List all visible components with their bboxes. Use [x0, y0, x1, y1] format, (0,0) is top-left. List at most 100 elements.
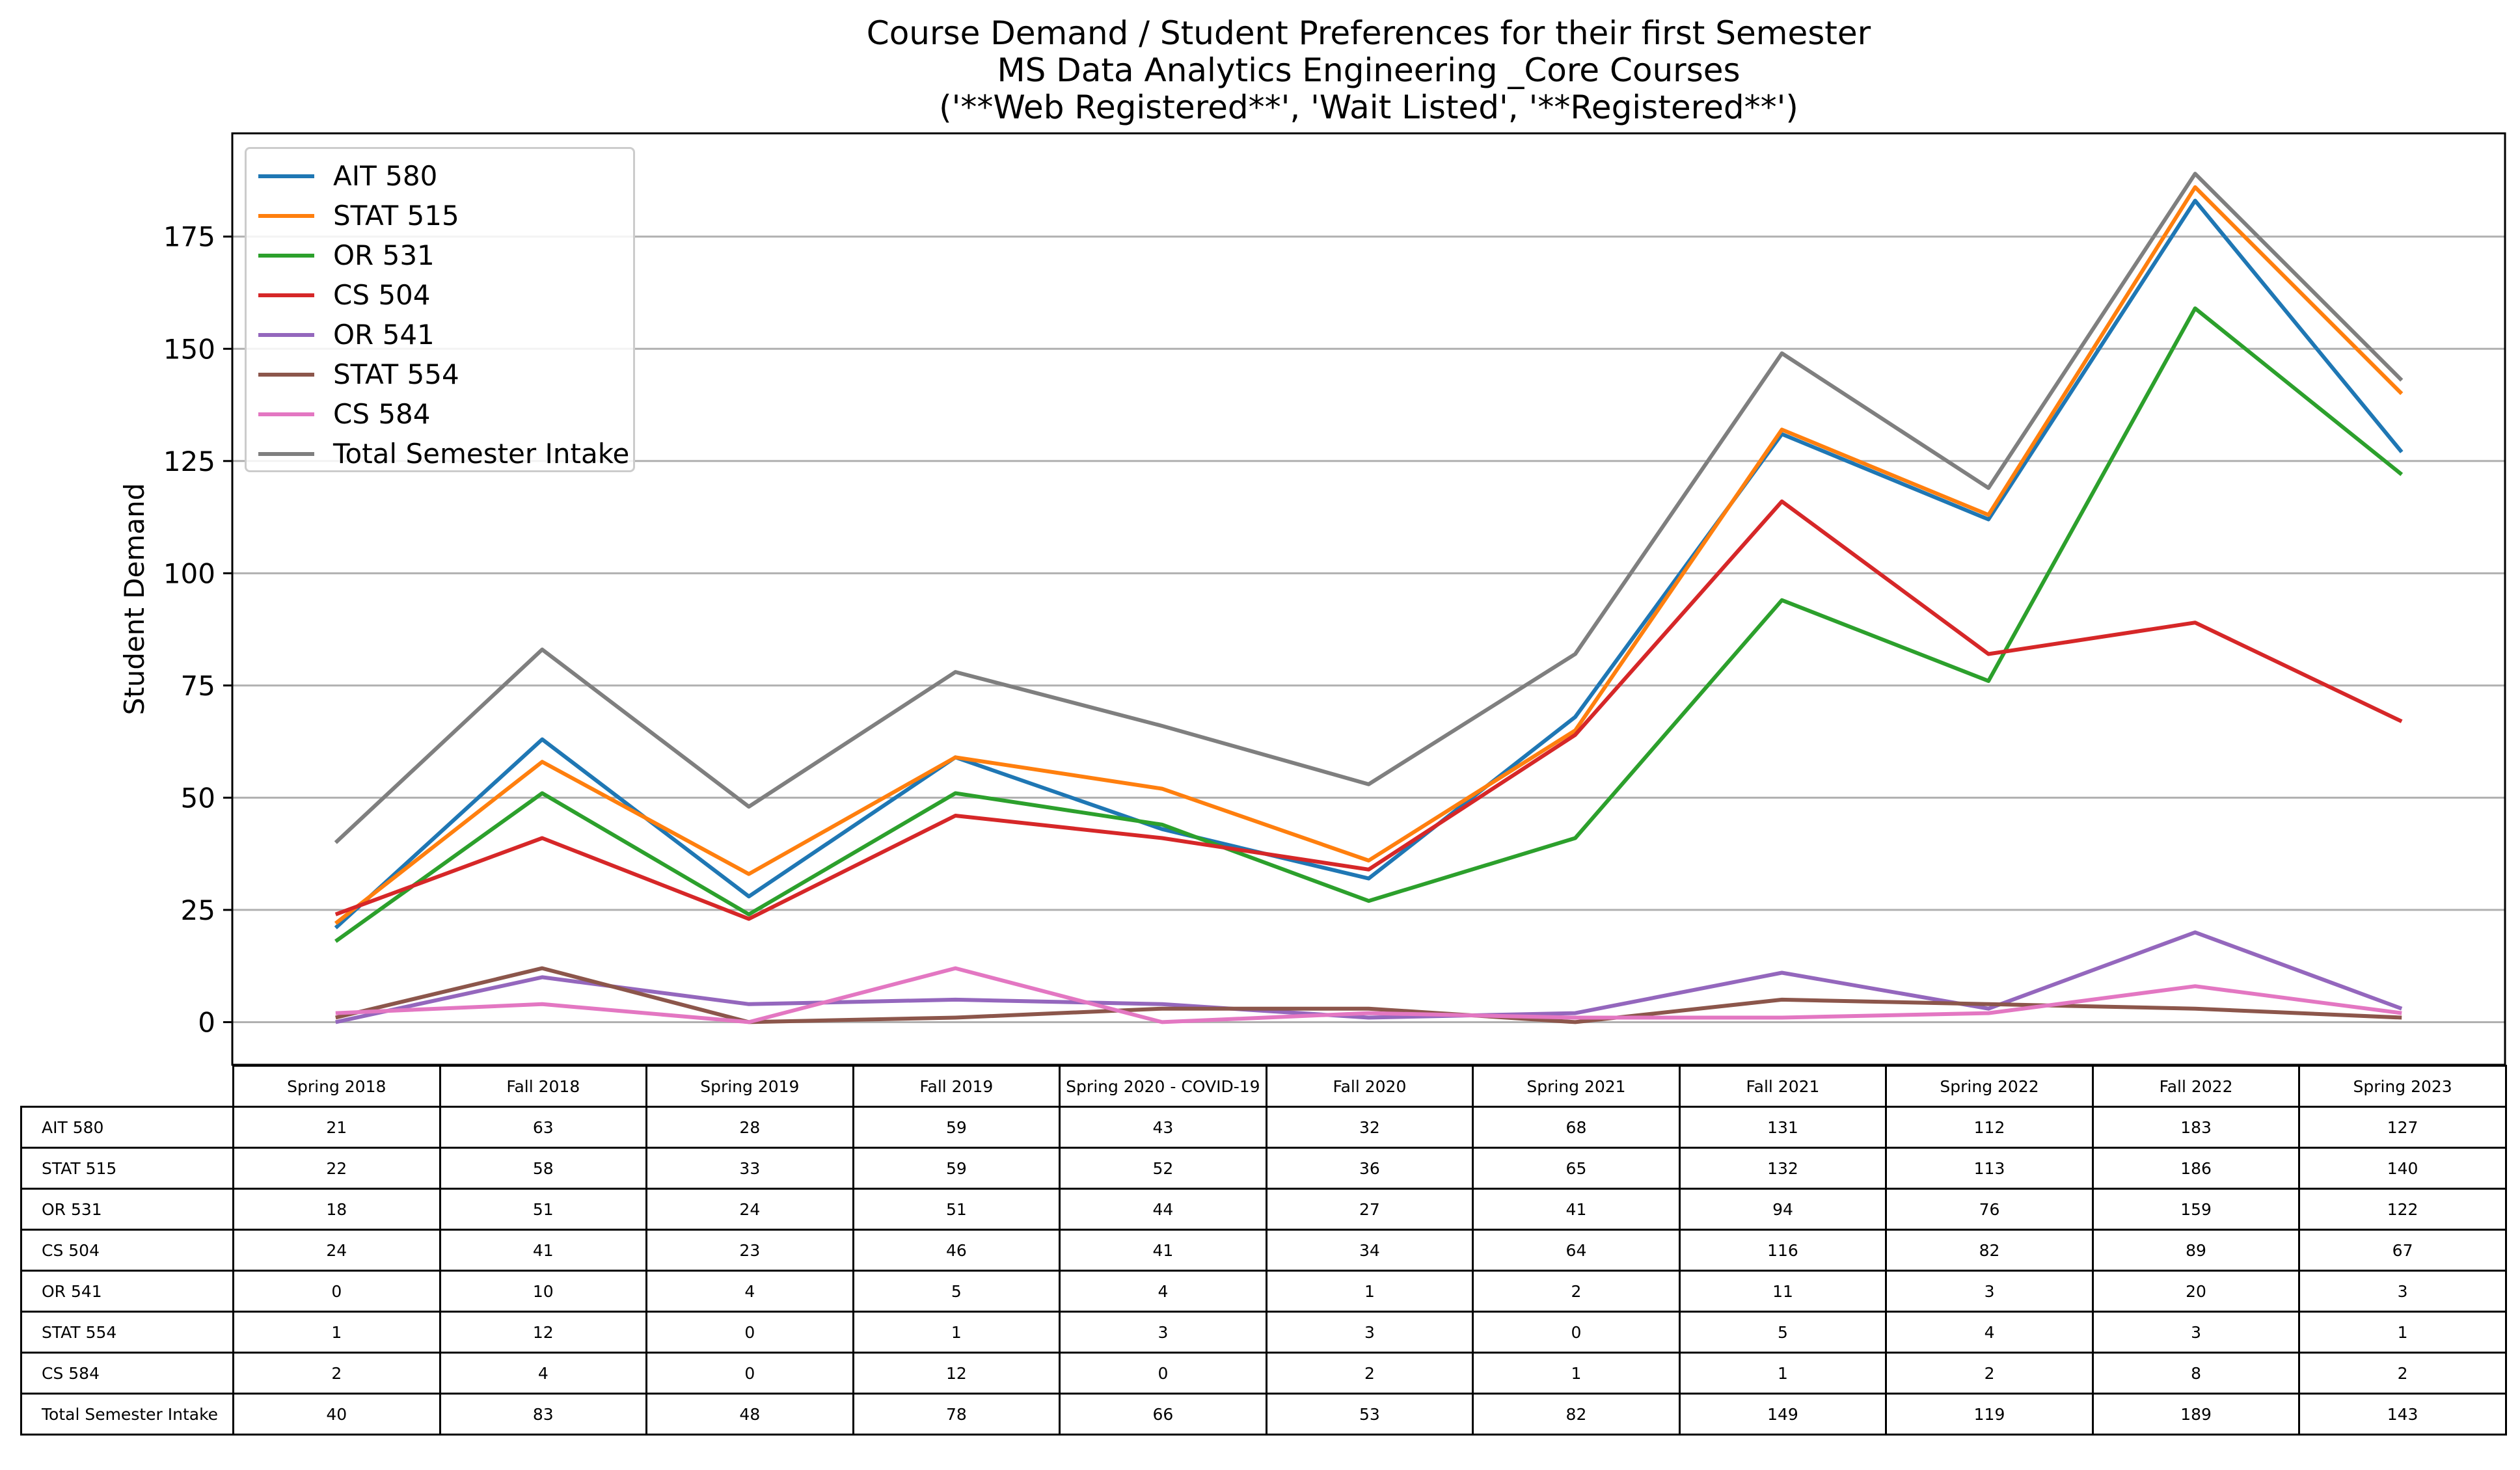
table-row: STAT 515 22 58 33 59 52 36 65 132 113 186 140 [20, 1147, 2507, 1190]
table-cell: 24 [232, 1229, 441, 1272]
y-tick-label: 100 [163, 557, 215, 589]
table-cell: 143 [2298, 1393, 2507, 1436]
table-cell: 23 [645, 1229, 854, 1272]
table-cell: 20 [2091, 1270, 2301, 1313]
series-line-cs-584 [335, 966, 2402, 1024]
legend-swatch [258, 174, 314, 178]
table-cell: 44 [1059, 1188, 1267, 1231]
y-tick-label: 175 [163, 221, 215, 253]
series-line-total-semester-intake [334, 172, 2404, 844]
table-column-header: Fall 2022 [2091, 1065, 2301, 1108]
table-row: CS 504 24 41 23 46 41 34 64 116 82 89 67 [20, 1229, 2507, 1272]
table-cell: 127 [2298, 1106, 2507, 1149]
series-line-or-531 [334, 306, 2404, 943]
y-tick-label: 75 [181, 670, 215, 702]
table-cell: 32 [1265, 1106, 1474, 1149]
table-cell: 58 [439, 1147, 648, 1190]
table-cell: 1 [1265, 1270, 1474, 1313]
table-cell: 3 [2298, 1270, 2507, 1313]
table-cell: 119 [1885, 1393, 2094, 1436]
chart-legend: AIT 580 STAT 515 OR 531 CS 504 OR 541 STAT 55… [245, 147, 635, 472]
table-cell: 41 [1059, 1229, 1267, 1272]
table-cell: 51 [439, 1188, 648, 1231]
table-cell: 27 [1265, 1188, 1474, 1231]
table-cell: 140 [2298, 1147, 2507, 1190]
table-cell: 76 [1885, 1188, 2094, 1231]
table-cell: 66 [1059, 1393, 1267, 1436]
table-cell: 10 [439, 1270, 648, 1313]
table-cell: 21 [232, 1106, 441, 1149]
plot-frame [231, 132, 2506, 1066]
series-line-stat-515 [334, 185, 2404, 925]
legend-swatch [258, 293, 314, 297]
legend-item: AIT 580 [247, 157, 637, 196]
series-line-or-541 [335, 930, 2403, 1024]
y-tick-label: 125 [163, 446, 215, 477]
table-cell: 68 [1472, 1106, 1681, 1149]
table-cell: 12 [852, 1352, 1061, 1395]
table-column-header: Fall 2020 [1265, 1065, 1474, 1108]
table-cell: 0 [645, 1352, 854, 1395]
table-cell: 8 [2091, 1352, 2301, 1395]
y-tick-label: 150 [163, 333, 215, 365]
table-row-label: AIT 580 [20, 1106, 234, 1149]
table-cell: 0 [1472, 1311, 1681, 1354]
table-cell: 63 [439, 1106, 648, 1149]
table-cell: 78 [852, 1393, 1061, 1436]
table-cell: 113 [1885, 1147, 2094, 1190]
legend-label: STAT 515 [333, 200, 459, 232]
table-cell: 112 [1885, 1106, 2094, 1149]
table-row-label: OR 541 [20, 1270, 234, 1313]
table-cell: 64 [1472, 1229, 1681, 1272]
table-cell: 116 [1678, 1229, 1888, 1272]
table-cell: 36 [1265, 1147, 1474, 1190]
legend-swatch [258, 333, 314, 337]
table-cell: 149 [1678, 1393, 1888, 1436]
legend-label: CS 584 [333, 398, 431, 430]
table-cell: 0 [645, 1311, 854, 1354]
table-row-label: CS 584 [20, 1352, 234, 1395]
table-cell: 2 [1265, 1352, 1474, 1395]
table-cell: 82 [1885, 1229, 2094, 1272]
table-column-header: Fall 2019 [852, 1065, 1061, 1108]
chart-title-line-1: Course Demand / Student Preferences for … [866, 14, 1871, 52]
y-tick-label: 0 [198, 1006, 215, 1038]
y-tick-label: 50 [181, 782, 215, 814]
table-cell: 3 [1265, 1311, 1474, 1354]
legend-swatch [258, 254, 314, 258]
table-row: STAT 554 1 12 0 1 3 3 0 5 4 3 1 [20, 1311, 2507, 1354]
table-row-label: STAT 554 [20, 1311, 234, 1354]
table-cell: 41 [439, 1229, 648, 1272]
table-cell: 3 [1059, 1311, 1267, 1354]
table-column-header: Spring 2021 [1472, 1065, 1681, 1108]
legend-item: CS 584 [247, 395, 637, 434]
legend-swatch [258, 452, 314, 456]
table-cell: 34 [1265, 1229, 1474, 1272]
legend-label: Total Semester Intake [333, 438, 630, 470]
y-axis-label: Student Demand [118, 483, 150, 715]
table-cell: 132 [1678, 1147, 1888, 1190]
table-cell: 12 [439, 1311, 648, 1354]
table-cell: 53 [1265, 1393, 1474, 1436]
table-cell: 89 [2091, 1229, 2301, 1272]
y-tick-label: 25 [181, 894, 215, 926]
legend-swatch [258, 412, 314, 416]
table-cell: 1 [2298, 1311, 2507, 1354]
legend-label: CS 504 [333, 279, 431, 311]
table-cell: 122 [2298, 1188, 2507, 1231]
table-row-label: Total Semester Intake [20, 1393, 234, 1436]
table-corner [21, 1066, 234, 1107]
table-cell: 22 [232, 1147, 441, 1190]
table-cell: 4 [1059, 1270, 1267, 1313]
legend-item: STAT 554 [247, 355, 637, 395]
table-header-row: Spring 2018 Fall 2018 Spring 2019 Fall 2019… [21, 1065, 2507, 1108]
table-row: AIT 580 21 63 28 59 43 32 68 131 112 183 127 [20, 1106, 2507, 1149]
table-cell: 82 [1472, 1393, 1681, 1436]
table-cell: 41 [1472, 1188, 1681, 1231]
table-cell: 51 [852, 1188, 1061, 1231]
table-column-header: Fall 2021 [1678, 1065, 1888, 1108]
table-cell: 94 [1678, 1188, 1888, 1231]
table-cell: 33 [645, 1147, 854, 1190]
table-cell: 2 [1472, 1270, 1681, 1313]
legend-label: OR 541 [333, 319, 435, 351]
